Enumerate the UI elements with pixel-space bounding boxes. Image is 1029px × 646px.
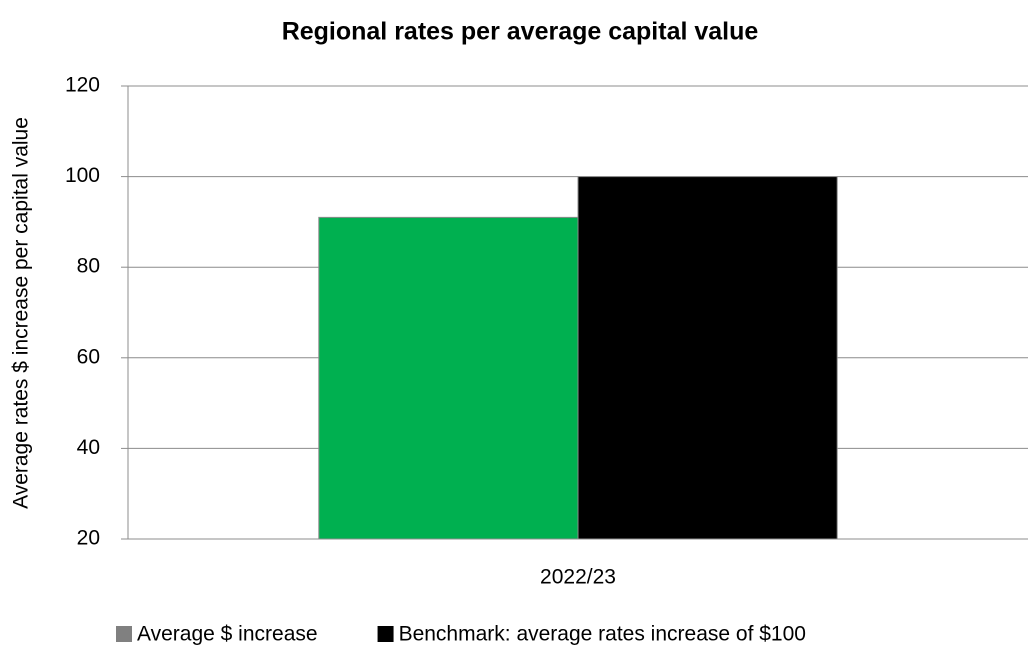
y-axis-label: Average rates $ increase per capital val… — [10, 117, 33, 509]
bar — [318, 216, 579, 540]
legend-label: Average $ increase — [137, 623, 318, 646]
y-tick-label: 60 — [77, 345, 100, 368]
legend-label: Benchmark: average rates increase of $10… — [399, 623, 806, 646]
legend-swatch — [116, 626, 132, 642]
chart-title: Regional rates per average capital value — [282, 18, 759, 46]
y-tick-label: 120 — [65, 74, 100, 97]
y-tick-label: 80 — [77, 255, 100, 278]
bar — [577, 176, 838, 540]
legend-swatch — [377, 626, 394, 642]
y-tick-label: 20 — [77, 527, 100, 550]
y-tick-label: 40 — [77, 436, 100, 459]
y-tick-label: 100 — [65, 164, 100, 187]
x-tick-label: 2022/23 — [540, 566, 616, 589]
